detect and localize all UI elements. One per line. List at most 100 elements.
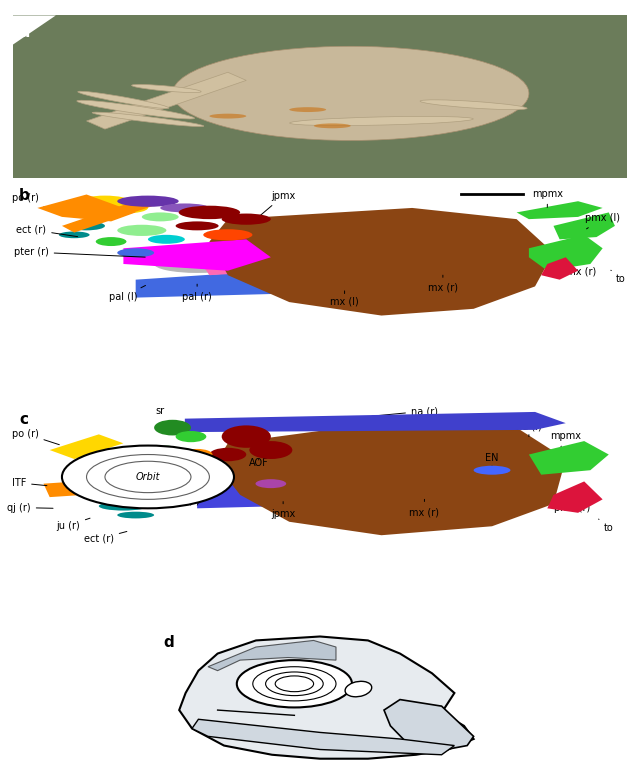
Ellipse shape [148, 235, 185, 243]
Ellipse shape [173, 46, 529, 141]
Text: AOF: AOF [249, 458, 268, 468]
Ellipse shape [160, 203, 209, 213]
Ellipse shape [99, 203, 148, 213]
Text: EN: EN [485, 453, 499, 468]
Text: na (r): na (r) [372, 406, 438, 416]
Polygon shape [179, 636, 474, 759]
Ellipse shape [204, 230, 252, 240]
Text: to: to [611, 271, 626, 284]
Ellipse shape [209, 114, 246, 118]
Ellipse shape [142, 213, 179, 221]
Text: lc (r): lc (r) [235, 427, 258, 444]
Ellipse shape [157, 459, 188, 468]
Ellipse shape [96, 455, 127, 467]
Polygon shape [529, 441, 609, 475]
Polygon shape [216, 421, 566, 535]
Polygon shape [547, 482, 603, 512]
Text: pmx (l): pmx (l) [585, 213, 620, 229]
Ellipse shape [99, 502, 148, 510]
Polygon shape [208, 640, 336, 671]
Ellipse shape [182, 449, 212, 460]
Ellipse shape [221, 213, 271, 225]
Text: jpmx: jpmx [271, 502, 295, 519]
Circle shape [237, 660, 352, 707]
Text: Orbit: Orbit [136, 472, 160, 482]
Text: ITF: ITF [12, 478, 47, 488]
Polygon shape [136, 257, 504, 298]
Ellipse shape [209, 448, 246, 461]
Ellipse shape [77, 100, 195, 119]
Polygon shape [529, 235, 603, 271]
Polygon shape [541, 257, 578, 280]
Text: mx (r): mx (r) [428, 275, 458, 293]
Ellipse shape [255, 479, 286, 489]
Polygon shape [185, 412, 566, 432]
Polygon shape [197, 248, 369, 275]
Text: po (r): po (r) [12, 428, 60, 444]
Ellipse shape [154, 420, 191, 435]
Ellipse shape [59, 231, 90, 238]
Ellipse shape [124, 459, 148, 468]
Ellipse shape [117, 512, 154, 519]
Ellipse shape [117, 196, 179, 207]
Ellipse shape [345, 681, 372, 696]
Polygon shape [209, 208, 554, 315]
Text: pal (r): pal (r) [182, 284, 212, 301]
Text: c: c [19, 412, 28, 427]
Text: d: d [163, 635, 174, 650]
Text: pmx (r): pmx (r) [560, 267, 596, 278]
Ellipse shape [474, 465, 511, 475]
Text: mpmx: mpmx [532, 189, 563, 207]
Ellipse shape [96, 237, 127, 246]
Text: b: b [19, 188, 30, 203]
Ellipse shape [117, 225, 166, 236]
Polygon shape [86, 72, 246, 129]
Polygon shape [516, 201, 603, 219]
Text: pter (r): pter (r) [14, 247, 145, 257]
Ellipse shape [132, 84, 201, 93]
Text: na (l): na (l) [516, 422, 542, 437]
Polygon shape [50, 434, 124, 459]
Text: pmx (r): pmx (r) [554, 502, 590, 512]
Ellipse shape [154, 255, 240, 273]
Text: pal (r): pal (r) [170, 493, 219, 506]
Polygon shape [62, 196, 160, 233]
Ellipse shape [108, 476, 139, 487]
Ellipse shape [289, 107, 326, 112]
Ellipse shape [175, 221, 219, 230]
Ellipse shape [117, 248, 154, 257]
Ellipse shape [420, 100, 527, 110]
Polygon shape [554, 213, 615, 240]
Text: ect (r): ect (r) [84, 532, 127, 544]
Ellipse shape [175, 431, 206, 442]
Text: mx (l): mx (l) [330, 291, 359, 306]
Polygon shape [384, 700, 474, 752]
Text: ju (r): ju (r) [56, 518, 90, 530]
Text: jpmx: jpmx [260, 191, 295, 215]
Ellipse shape [314, 124, 351, 128]
Polygon shape [37, 195, 136, 221]
Text: pal (l): pal (l) [109, 285, 145, 301]
Circle shape [62, 445, 234, 509]
Text: to: to [598, 519, 614, 533]
Ellipse shape [92, 112, 204, 127]
Polygon shape [124, 240, 271, 271]
Text: ect (r): ect (r) [16, 225, 77, 237]
Ellipse shape [221, 425, 271, 448]
Text: sr: sr [156, 406, 171, 424]
Polygon shape [13, 15, 627, 178]
Ellipse shape [68, 221, 105, 230]
Polygon shape [197, 472, 394, 509]
Ellipse shape [154, 445, 179, 455]
Text: a: a [19, 26, 29, 40]
Ellipse shape [290, 117, 473, 125]
Text: po (r): po (r) [12, 193, 53, 211]
Ellipse shape [250, 441, 292, 459]
Text: qj (r): qj (r) [7, 502, 53, 512]
Ellipse shape [179, 206, 240, 219]
Ellipse shape [78, 91, 169, 108]
Text: mpmx: mpmx [550, 431, 581, 448]
Text: mx (r): mx (r) [410, 499, 440, 517]
Polygon shape [192, 719, 454, 754]
Polygon shape [44, 472, 221, 497]
